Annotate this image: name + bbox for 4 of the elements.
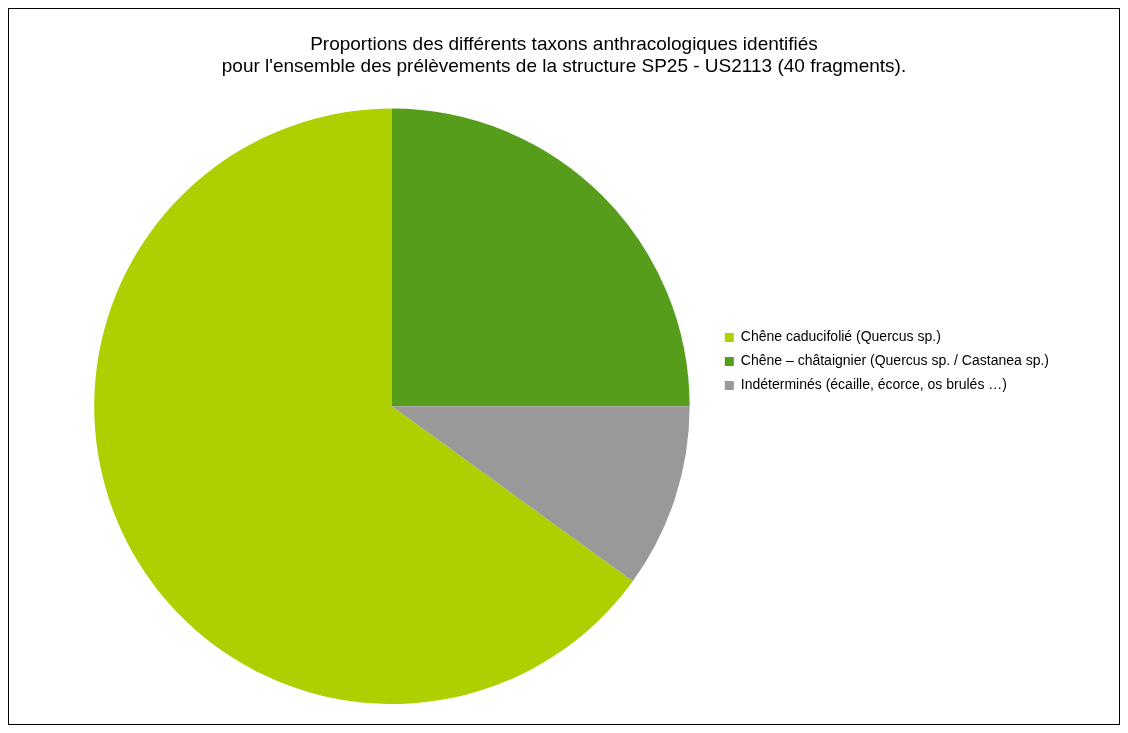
- legend-label: Chêne – châtaignier (Quercus sp. / Castanea sp.): [740, 352, 1050, 369]
- legend-label: Chêne caducifolié (Quercus sp.): [740, 328, 941, 345]
- chart-title: Proportions des différents taxons anthracologiques identifiés pour l'ensemble des prélèvements de la structure SP25 - US2113 (40 fragments).: [221, 32, 907, 77]
- legend-label: Indéterminés (écaille, écorce, os brulés …): [740, 376, 1007, 393]
